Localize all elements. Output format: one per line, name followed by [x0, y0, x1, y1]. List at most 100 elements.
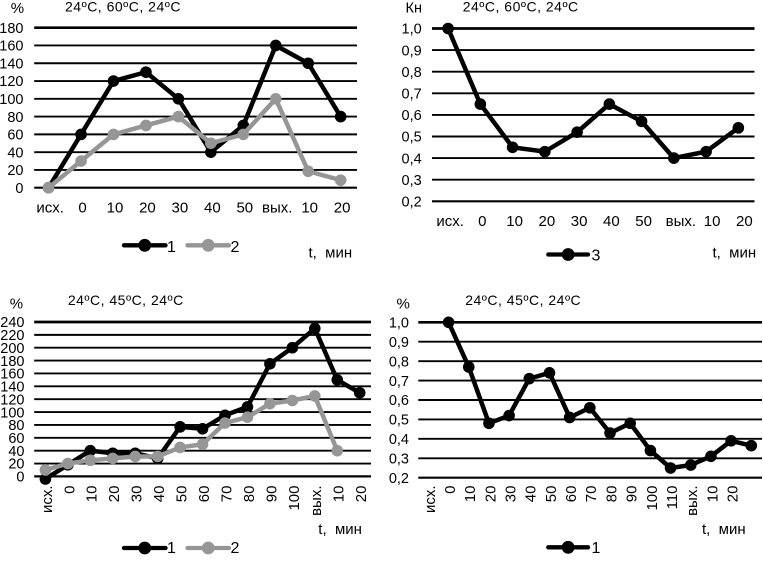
- svg-text:24ºC, 45ºC, 24ºC: 24ºC, 45ºC, 24ºC: [465, 292, 581, 308]
- svg-text:0,5: 0,5: [402, 130, 422, 146]
- svg-text:20: 20: [482, 485, 499, 502]
- svg-text:0: 0: [78, 200, 86, 217]
- svg-text:20: 20: [725, 486, 742, 503]
- svg-text:100: 100: [644, 486, 661, 511]
- svg-text:40: 40: [523, 486, 540, 503]
- svg-text:вых.: вых.: [684, 486, 701, 516]
- svg-text:вых.: вых.: [262, 200, 292, 217]
- svg-text:30: 30: [571, 213, 588, 230]
- svg-text:40: 40: [151, 486, 168, 503]
- svg-text:исх.: исх.: [39, 486, 56, 514]
- svg-text:20: 20: [8, 457, 24, 473]
- svg-text:10: 10: [462, 486, 479, 503]
- svg-text:0,7: 0,7: [402, 87, 422, 103]
- svg-text:1,0: 1,0: [402, 22, 422, 38]
- svg-text:40: 40: [204, 200, 221, 217]
- svg-text:0,3: 0,3: [402, 173, 422, 189]
- svg-text:90: 90: [263, 486, 280, 503]
- svg-text:40: 40: [8, 444, 24, 460]
- svg-text:24ºC, 60ºC, 24ºC: 24ºC, 60ºC, 24ºC: [65, 0, 181, 15]
- svg-text:исх.: исх.: [422, 486, 439, 514]
- svg-text:%: %: [11, 0, 24, 17]
- svg-text:24ºC, 60ºC, 24ºC: 24ºC, 60ºC, 24ºC: [463, 0, 579, 15]
- svg-text:180: 180: [0, 21, 24, 37]
- svg-text:0: 0: [15, 181, 23, 197]
- svg-text:200: 200: [0, 341, 24, 357]
- svg-text:10: 10: [84, 486, 101, 503]
- svg-text:1: 1: [167, 540, 176, 556]
- svg-text:160: 160: [0, 367, 24, 383]
- svg-text:120: 120: [0, 74, 24, 90]
- svg-text:80: 80: [8, 418, 24, 434]
- svg-text:0,5: 0,5: [389, 413, 409, 429]
- svg-text:t, мин: t, мин: [309, 245, 353, 262]
- svg-text:80: 80: [603, 486, 620, 503]
- svg-text:0: 0: [16, 470, 24, 486]
- svg-text:0,9: 0,9: [402, 43, 422, 59]
- svg-text:0: 0: [61, 486, 78, 494]
- svg-text:0,2: 0,2: [389, 471, 409, 487]
- svg-text:0,3: 0,3: [389, 451, 409, 467]
- svg-text:0: 0: [442, 486, 459, 494]
- svg-text:1: 1: [167, 239, 176, 256]
- svg-text:90: 90: [624, 486, 641, 503]
- svg-text:180: 180: [0, 354, 24, 370]
- svg-text:Кн: Кн: [406, 1, 422, 17]
- svg-text:0,8: 0,8: [389, 354, 409, 370]
- svg-text:100: 100: [286, 486, 303, 511]
- svg-text:1,0: 1,0: [389, 316, 409, 332]
- svg-text:20: 20: [539, 213, 556, 230]
- svg-text:10: 10: [301, 200, 318, 217]
- svg-text:60: 60: [196, 486, 213, 503]
- svg-text:240: 240: [0, 315, 24, 331]
- svg-text:1: 1: [592, 540, 601, 556]
- svg-text:2: 2: [231, 540, 240, 556]
- svg-text:0,4: 0,4: [389, 432, 409, 448]
- svg-text:110: 110: [664, 486, 681, 510]
- svg-text:100: 100: [0, 92, 24, 108]
- svg-text:30: 30: [129, 486, 146, 503]
- svg-text:%: %: [397, 295, 410, 312]
- svg-text:20: 20: [7, 163, 23, 179]
- svg-text:220: 220: [0, 328, 24, 344]
- svg-text:0,6: 0,6: [402, 108, 422, 124]
- svg-text:0,4: 0,4: [402, 151, 422, 167]
- svg-text:0,9: 0,9: [389, 335, 409, 351]
- svg-text:0,6: 0,6: [389, 393, 409, 409]
- svg-text:t, мин: t, мин: [702, 521, 746, 538]
- svg-text:40: 40: [603, 213, 620, 230]
- svg-text:140: 140: [0, 380, 24, 396]
- svg-text:24ºC, 45ºC, 24ºC: 24ºC, 45ºC, 24ºC: [68, 292, 184, 308]
- svg-text:10: 10: [506, 213, 523, 230]
- svg-text:0,2: 0,2: [402, 195, 422, 211]
- svg-text:20: 20: [353, 486, 370, 503]
- svg-text:70: 70: [583, 486, 600, 503]
- svg-text:40: 40: [7, 145, 23, 161]
- svg-text:0,7: 0,7: [389, 374, 409, 390]
- svg-text:160: 160: [0, 39, 24, 55]
- svg-text:20: 20: [334, 200, 351, 217]
- svg-text:30: 30: [503, 486, 520, 503]
- svg-text:80: 80: [241, 486, 258, 503]
- svg-text:50: 50: [635, 213, 652, 230]
- svg-text:вых.: вых.: [666, 213, 696, 230]
- svg-text:100: 100: [0, 405, 24, 421]
- svg-text:50: 50: [236, 200, 253, 217]
- svg-text:10: 10: [704, 486, 721, 503]
- svg-text:50: 50: [174, 486, 191, 503]
- svg-text:80: 80: [7, 110, 23, 126]
- svg-text:10: 10: [704, 213, 721, 230]
- svg-text:10: 10: [107, 200, 124, 217]
- svg-text:70: 70: [218, 486, 235, 503]
- svg-text:60: 60: [7, 128, 23, 144]
- svg-text:исх.: исх.: [36, 200, 64, 217]
- svg-text:t, мин: t, мин: [318, 521, 362, 538]
- svg-text:2: 2: [231, 239, 240, 256]
- svg-text:140: 140: [0, 56, 24, 72]
- svg-text:%: %: [10, 295, 23, 312]
- svg-text:0: 0: [478, 213, 486, 230]
- svg-text:30: 30: [172, 200, 189, 217]
- svg-text:20: 20: [139, 200, 156, 217]
- svg-text:0,8: 0,8: [402, 65, 422, 81]
- svg-text:3: 3: [592, 247, 601, 264]
